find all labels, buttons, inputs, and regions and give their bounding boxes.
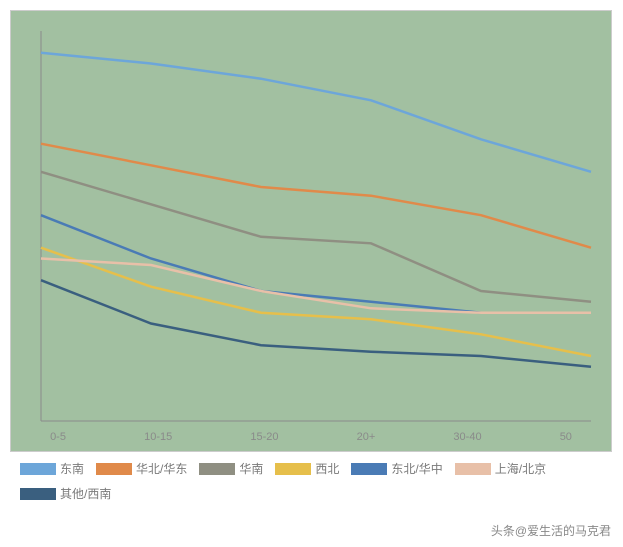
legend-label: 其他/西南: [60, 485, 111, 502]
plot-area: [11, 11, 611, 451]
series-line: [41, 259, 591, 313]
x-tick-label: 20+: [357, 431, 376, 443]
legend-item: 其他/西南: [20, 485, 111, 502]
legend-swatch: [455, 463, 491, 475]
legend-label: 华南: [239, 460, 263, 477]
chart-container: { "chart": { "type": "line", "background…: [0, 0, 623, 547]
legend-label: 上海/北京: [495, 460, 546, 477]
legend: 东南 华北/华东 华南 西北 东北/华中 上海/北京其他/西南: [20, 460, 610, 502]
series-line: [41, 53, 591, 172]
x-tick-label: 0-5: [50, 431, 66, 443]
legend-item: 华南: [199, 460, 263, 477]
legend-swatch: [351, 463, 387, 475]
x-tick-label: 10-15: [144, 431, 172, 443]
x-tick-label: 15-20: [250, 431, 278, 443]
legend-label: 华北/华东: [136, 460, 187, 477]
legend-swatch: [20, 488, 56, 500]
legend-swatch: [275, 463, 311, 475]
legend-item: 华北/华东: [96, 460, 187, 477]
x-tick-label: 30-40: [453, 431, 481, 443]
legend-item: 东南: [20, 460, 84, 477]
legend-item: 上海/北京: [455, 460, 546, 477]
line-chart: 0-5 10-15 15-20 20+ 30-40 50: [10, 10, 612, 452]
legend-item: 西北: [275, 460, 339, 477]
x-tick-label: 50: [560, 431, 572, 443]
legend-label: 西北: [315, 460, 339, 477]
watermark-text: 头条@爱生活的马克君: [487, 520, 615, 541]
legend-label: 东北/华中: [391, 460, 442, 477]
x-axis-labels: 0-5 10-15 15-20 20+ 30-40 50: [11, 431, 611, 443]
legend-swatch: [96, 463, 132, 475]
legend-swatch: [199, 463, 235, 475]
legend-swatch: [20, 463, 56, 475]
legend-label: 东南: [60, 460, 84, 477]
legend-item: 东北/华中: [351, 460, 442, 477]
